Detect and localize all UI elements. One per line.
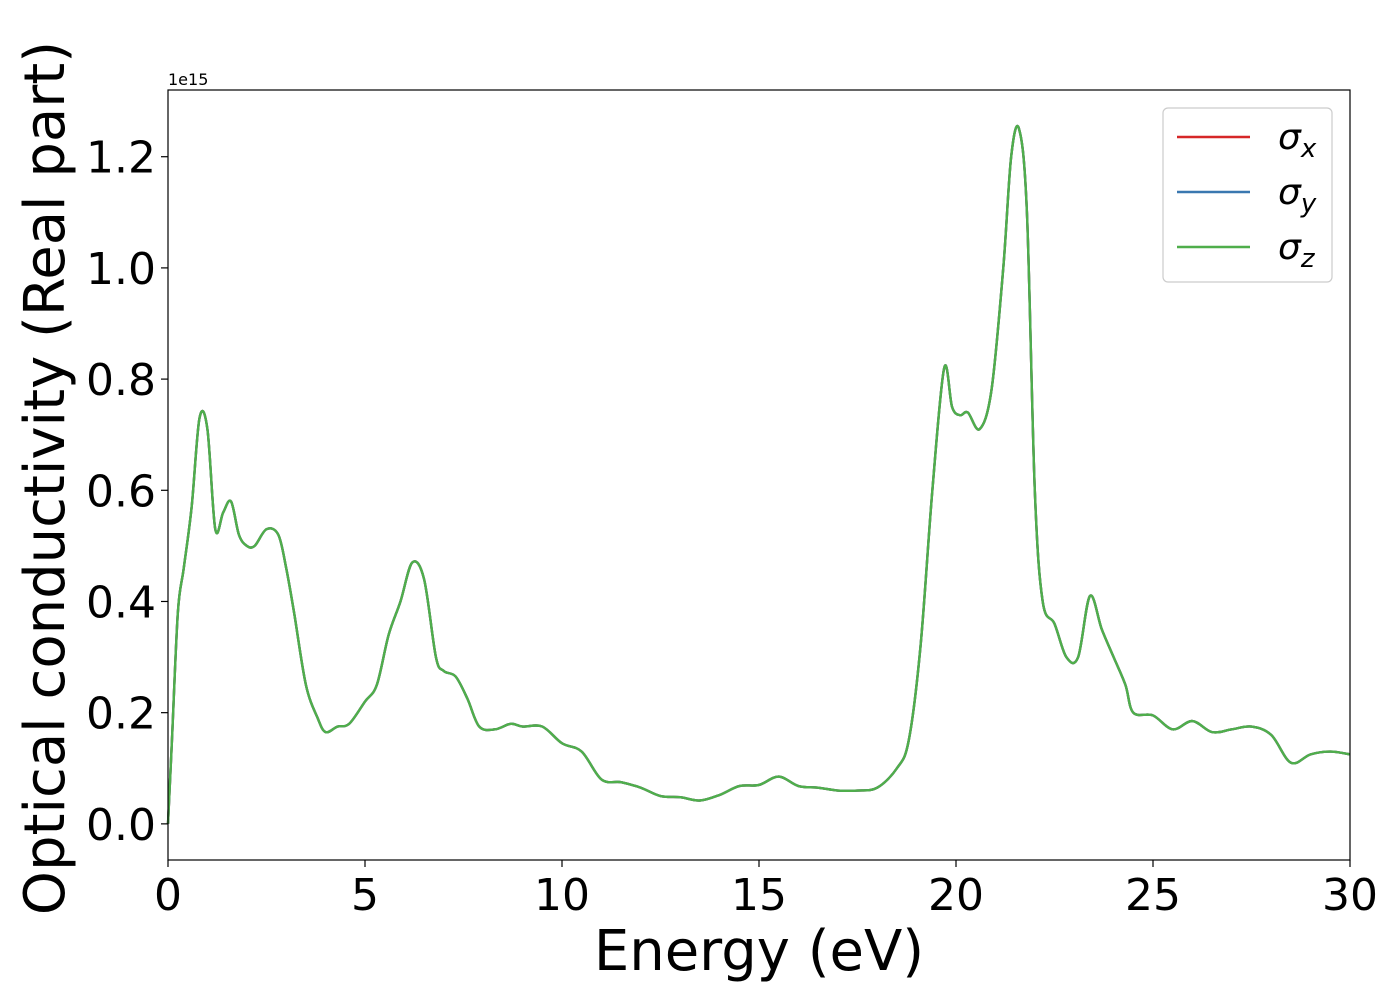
legend: σx σy σz [1162,107,1333,283]
x-tick-label: 15 [731,870,787,921]
y-tick-label: 0.6 [86,466,156,517]
y-axis-ticks: 0.0 0.2 0.4 0.6 0.8 1.0 1.2 [86,133,168,851]
y-tick-label: 0.8 [86,355,156,406]
x-tick-label: 0 [154,870,182,921]
x-tick-label: 5 [351,870,379,921]
y-tick-label: 1.0 [86,244,156,295]
y-tick-label: 0.4 [86,577,156,628]
legend-label-3: σz [1278,227,1316,274]
y-tick-label: 1.2 [86,133,156,184]
y-tick-label: 0.0 [86,800,156,851]
y-axis-label: Optical conductivity (Real part) [13,41,78,915]
x-tick-label: 25 [1125,870,1181,921]
x-axis-label: Energy (eV) [594,919,924,984]
series-line-3 [166,124,1351,824]
x-tick-label: 30 [1322,870,1378,921]
legend-label-1: σx [1278,117,1317,164]
plot-lines [166,124,1351,824]
x-tick-label: 10 [534,870,590,921]
x-axis-ticks: 0 5 10 15 20 25 30 [154,860,1378,921]
y-offset-label: 1e15 [168,70,208,89]
legend-label-2: σy [1278,172,1317,219]
legend-box [1162,107,1333,283]
y-tick-label: 0.2 [86,689,156,740]
x-tick-label: 20 [928,870,984,921]
